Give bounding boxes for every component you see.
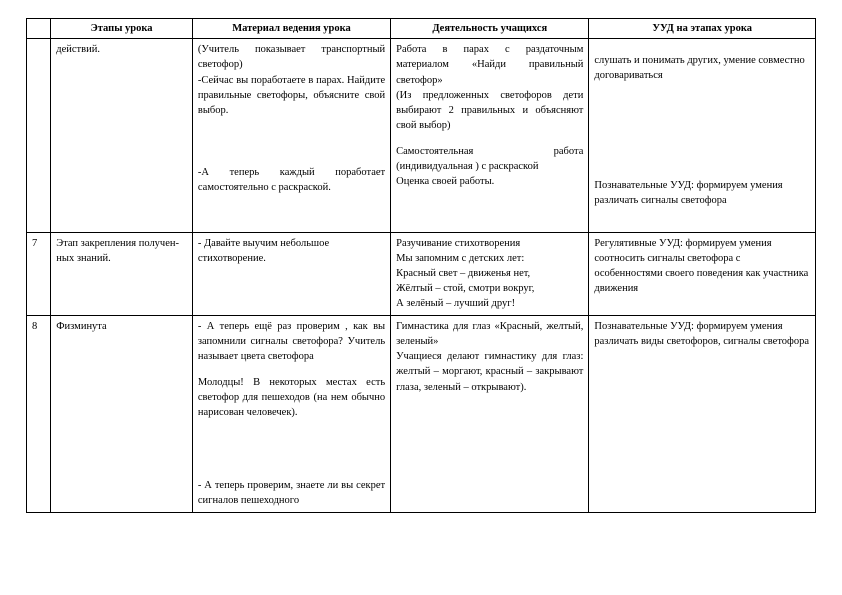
text: слушать и понимать других, умение совмес… [594,55,804,81]
header-uud: УУД на этапах урока [589,19,816,39]
table-header-row: Этапы урока Материал ведения урока Деяте… [27,19,816,39]
lesson-table: Этапы урока Материал ведения урока Деяте… [26,18,816,513]
text: - А теперь ещё раз проверим , как вы зап… [198,321,385,362]
cell-material: - А теперь ещё раз проверим , как вы зап… [192,315,390,512]
cell-material: (Учитель показывает транспортный светофо… [192,39,390,232]
table-row: действий. (Учитель показывает транспортн… [27,39,816,232]
cell-stage: действий. [51,39,193,232]
text: Молодцы! В некоторых местах есть светофо… [198,377,385,418]
text: (Учитель показывает транспортный светофо… [198,44,385,70]
text: ных знаний. [56,253,110,264]
cell-num: 7 [27,232,51,315]
text: Работа в парах с раздаточным материалом … [396,44,583,85]
cell-material: - Давайте выучим небольшое стихотворение… [192,232,390,315]
cell-stage: Физминута [51,315,193,512]
cell-stage: Этап закрепления получен- ных знаний. [51,232,193,315]
cell-activity: Гимнастика для глаз «Красный, желтый, зе… [391,315,589,512]
text: Учащиеся делают гимнастику для глаз: жел… [396,351,583,392]
header-activity: Деятельность учащихся [391,19,589,39]
cell-num: 8 [27,315,51,512]
text: Мы запомним с детских лет: [396,253,524,264]
header-material: Материал ведения урока [192,19,390,39]
text: Познавательные УУД: формируем умения раз… [594,180,782,206]
text: - А теперь проверим, знаете ли вы секрет… [198,480,385,506]
text: (Из предложенных светофоров дети выбираю… [396,90,583,131]
text: Физминута [56,321,106,332]
text: Жёлтый – стой, смотри вокруг, [396,283,534,294]
text: Разучивание стихотворения [396,238,520,249]
text: Красный свет – движенья нет, [396,268,530,279]
text: -Сейчас вы поработаете в парах. Найдите … [198,75,385,116]
cell-activity: Разучивание стихотворения Мы запомним с … [391,232,589,315]
text: - Давайте выучим небольшое стихотворение… [198,238,329,264]
cell-uud: слушать и понимать других, умение совмес… [589,39,816,232]
cell-uud: Регулятивные УУД: формируем умения соотн… [589,232,816,315]
table-row: 7 Этап закрепления получен- ных знаний. … [27,232,816,315]
text: Этап закрепления получен- [56,238,179,249]
header-num [27,19,51,39]
cell-uud: Познавательные УУД: формируем умения раз… [589,315,816,512]
text: А зелёный – лучший друг! [396,298,515,309]
header-stage: Этапы урока [51,19,193,39]
text: Регулятивные УУД: формируем умения соотн… [594,238,808,295]
text: -А теперь каждый поработает самостоятель… [198,167,385,193]
text: Гимнастика для глаз «Красный, желтый, зе… [396,321,583,347]
cell-num [27,39,51,232]
text: Оценка своей работы. [396,176,494,187]
cell-activity: Работа в парах с раздаточным материалом … [391,39,589,232]
text: Самостоятельная работа (индивидуальная )… [396,146,583,172]
table-row: 8 Физминута - А теперь ещё раз проверим … [27,315,816,512]
text: действий. [56,44,100,55]
text: Познавательные УУД: формируем умения раз… [594,321,809,347]
